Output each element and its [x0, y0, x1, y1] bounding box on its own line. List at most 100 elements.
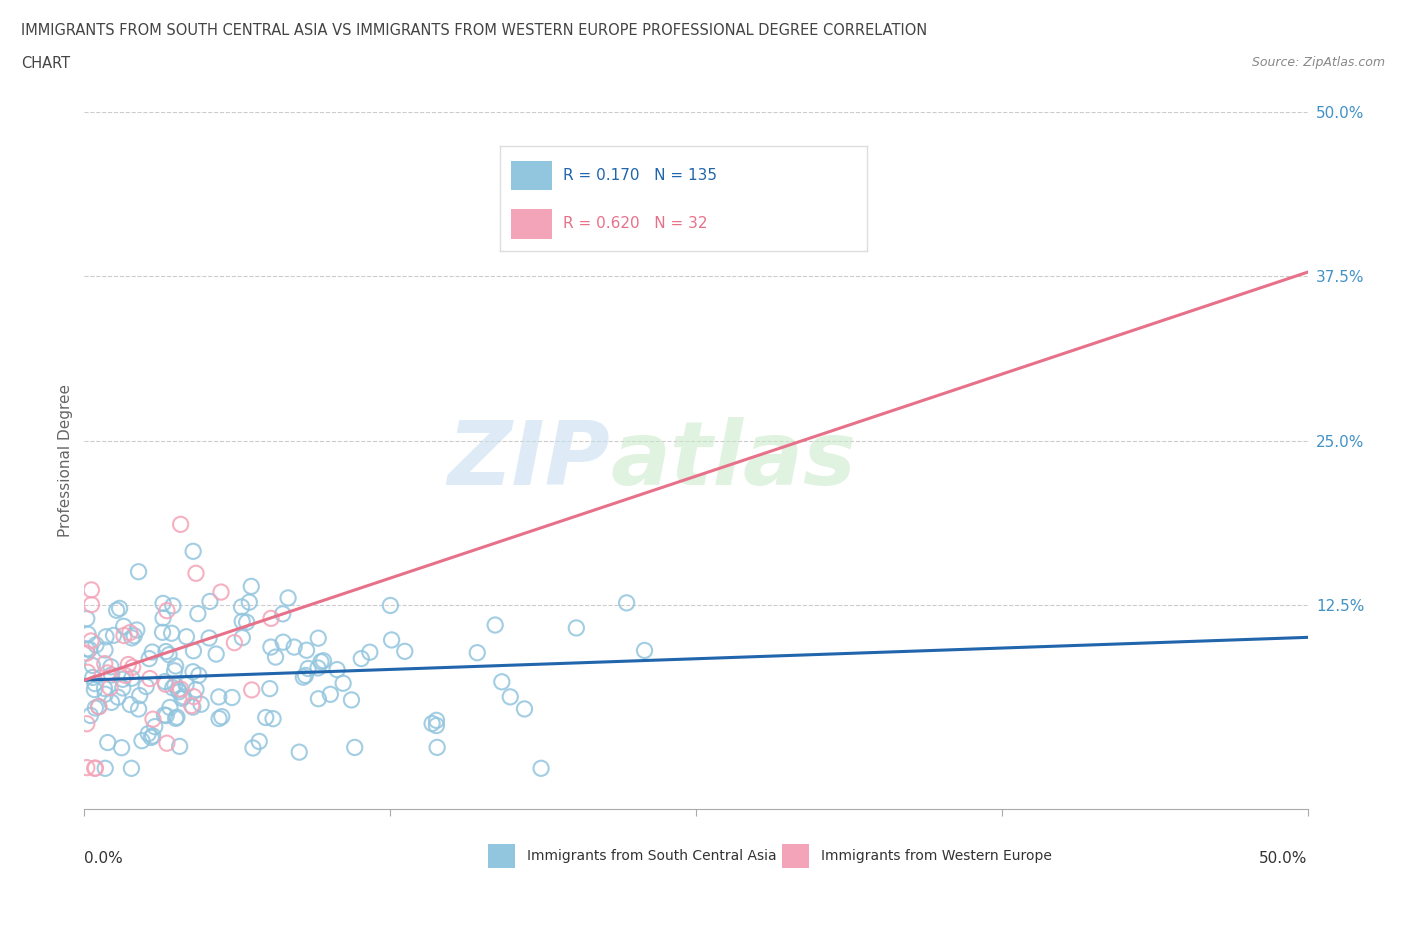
Point — [513, 701, 536, 716]
Point — [152, 625, 174, 640]
Point — [180, 698, 202, 713]
Point — [143, 719, 166, 734]
Point — [181, 664, 204, 679]
Point — [125, 622, 148, 637]
Point — [209, 585, 232, 600]
Y-axis label: Professional Degree: Professional Degree — [58, 384, 73, 537]
Point — [307, 691, 329, 706]
Point — [172, 689, 194, 704]
Point — [734, 196, 756, 211]
Point — [142, 711, 165, 726]
Point — [87, 699, 110, 714]
Point — [111, 671, 134, 686]
Point — [159, 700, 181, 715]
Point — [332, 676, 354, 691]
Point — [80, 582, 103, 597]
Point — [94, 657, 117, 671]
Point — [160, 626, 183, 641]
Point — [118, 625, 141, 640]
Point — [240, 579, 263, 594]
Point — [484, 618, 506, 632]
Point — [82, 658, 104, 673]
Point — [79, 708, 101, 723]
Point — [152, 611, 174, 626]
Point — [235, 615, 257, 630]
Point — [187, 668, 209, 683]
Point — [359, 644, 381, 659]
Point — [208, 711, 231, 726]
Point — [107, 690, 129, 705]
Point — [105, 603, 128, 618]
Point — [162, 681, 184, 696]
Point — [198, 594, 221, 609]
Point — [114, 668, 136, 683]
Point — [264, 650, 287, 665]
Point — [633, 643, 655, 658]
Text: atlas: atlas — [610, 417, 856, 504]
Point — [297, 661, 319, 676]
Point — [79, 642, 101, 657]
Point — [381, 632, 404, 647]
Point — [94, 643, 117, 658]
Point — [262, 711, 284, 726]
Point — [491, 674, 513, 689]
Point — [83, 676, 105, 691]
Point — [380, 598, 402, 613]
Point — [242, 740, 264, 755]
Point — [108, 601, 131, 616]
Point — [307, 631, 329, 645]
Point — [152, 596, 174, 611]
Point — [76, 645, 98, 660]
Point — [343, 740, 366, 755]
Point — [170, 691, 193, 706]
Point — [254, 710, 277, 724]
Point — [307, 660, 329, 675]
Point — [156, 604, 179, 618]
Point — [184, 683, 207, 698]
Point — [565, 620, 588, 635]
Point — [93, 681, 115, 696]
Point — [98, 680, 121, 695]
Point — [76, 665, 98, 680]
Point — [190, 697, 212, 711]
Point — [136, 726, 159, 741]
Bar — [782, 844, 808, 869]
Point — [170, 682, 193, 697]
Point — [97, 735, 120, 750]
Point — [294, 668, 316, 683]
Point — [426, 740, 449, 755]
Point — [292, 670, 315, 684]
Point — [465, 645, 488, 660]
Point — [128, 565, 150, 579]
Point — [167, 684, 190, 699]
Point — [181, 544, 204, 559]
Point — [111, 681, 134, 696]
Point — [156, 736, 179, 751]
Point — [326, 662, 349, 677]
Point — [121, 659, 143, 674]
Point — [231, 614, 253, 629]
Point — [97, 666, 120, 681]
Text: 50.0%: 50.0% — [1260, 851, 1308, 866]
Point — [319, 687, 342, 702]
Point — [142, 728, 165, 743]
Point — [157, 647, 180, 662]
Point — [139, 671, 162, 686]
Point — [167, 683, 190, 698]
Point — [76, 760, 98, 775]
Point — [155, 677, 177, 692]
Point — [141, 730, 163, 745]
Point — [153, 708, 176, 723]
Bar — [488, 844, 515, 869]
Text: Source: ZipAtlas.com: Source: ZipAtlas.com — [1251, 56, 1385, 69]
Point — [221, 690, 243, 705]
Point — [103, 628, 125, 643]
Point — [84, 637, 107, 652]
Point — [309, 655, 332, 670]
Point — [84, 700, 107, 715]
Point — [135, 679, 157, 694]
Point — [205, 646, 228, 661]
Point — [166, 710, 188, 724]
Point — [181, 699, 204, 714]
Point — [76, 611, 98, 626]
